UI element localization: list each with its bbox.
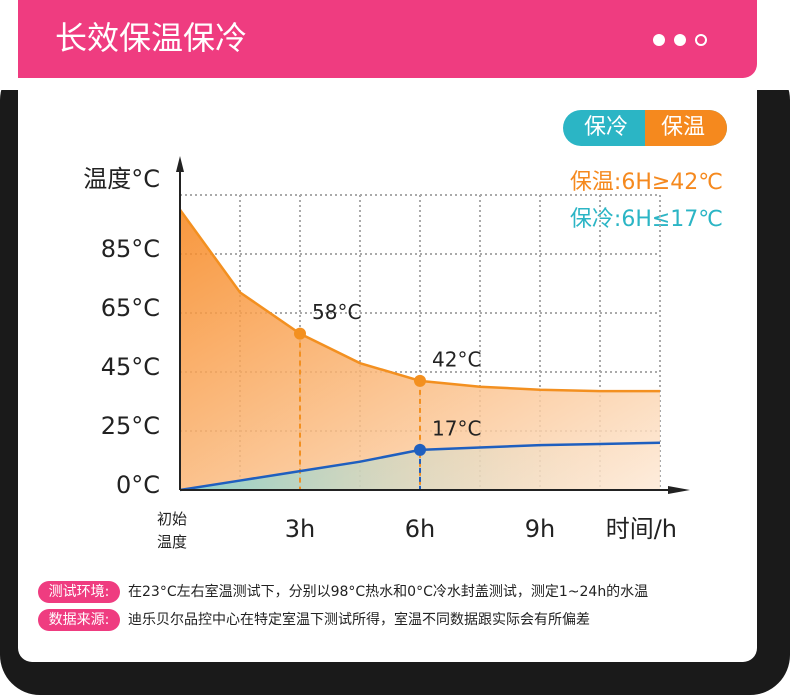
data-point bbox=[294, 327, 306, 340]
note-text: 迪乐贝尔品控中心在特定室温下测试所得，室温不同数据跟实际会有所偏差 bbox=[128, 611, 590, 628]
header-bar bbox=[18, 0, 757, 78]
page-dot bbox=[653, 34, 665, 46]
plot: 58°C 42°C 17°C 0°C 25°C 45°C 65°C 85°C 3h 6h 9h bbox=[101, 156, 690, 543]
note-tag: 测试环境: bbox=[49, 584, 110, 600]
x-axis-label: 时间/h bbox=[606, 515, 677, 543]
y-tick-label: 25°C bbox=[101, 412, 160, 440]
y-tick-label: 0°C bbox=[116, 471, 160, 499]
note-tag-bg bbox=[38, 609, 120, 631]
data-point bbox=[414, 374, 426, 387]
x-tick-label: 9h bbox=[525, 515, 555, 543]
x-tick-label: 6h bbox=[405, 515, 435, 543]
header-title: 长效保温保冷 bbox=[55, 19, 247, 57]
series-area bbox=[180, 209, 660, 490]
y-tick-label: 85°C bbox=[101, 235, 160, 263]
toggle-active[interactable] bbox=[645, 110, 727, 146]
page-dot bbox=[674, 34, 686, 46]
toggle-cold[interactable]: 保冷 bbox=[584, 115, 628, 140]
x-axis-arrow bbox=[668, 486, 690, 494]
note-tag-bg bbox=[38, 581, 120, 603]
note-text: 在23°C左右室温测试下，分别以98°C热水和0°C冷水封盖测试，测定1~24h… bbox=[128, 583, 648, 600]
page-dot bbox=[695, 34, 707, 46]
card bbox=[18, 0, 757, 662]
y-axis-label: 温度°C bbox=[83, 165, 160, 193]
y-tick-label: 45°C bbox=[101, 353, 160, 381]
x-tick-label: 3h bbox=[285, 515, 315, 543]
note-tag: 数据来源: bbox=[49, 612, 110, 628]
y-tick-label: 65°C bbox=[101, 294, 160, 322]
data-label: 58°C bbox=[312, 300, 361, 324]
x-tick-label: 初始温度 bbox=[156, 510, 187, 551]
data-point bbox=[414, 443, 426, 456]
y-axis-arrow bbox=[176, 156, 184, 172]
data-label: 42°C bbox=[432, 347, 481, 371]
legend-cold: 保冷:6H≤17℃ bbox=[570, 207, 723, 232]
legend-hot: 保温:6H≥42℃ bbox=[570, 170, 723, 195]
toggle-hot[interactable]: 保温 bbox=[661, 115, 705, 140]
data-label: 17°C bbox=[432, 416, 481, 440]
